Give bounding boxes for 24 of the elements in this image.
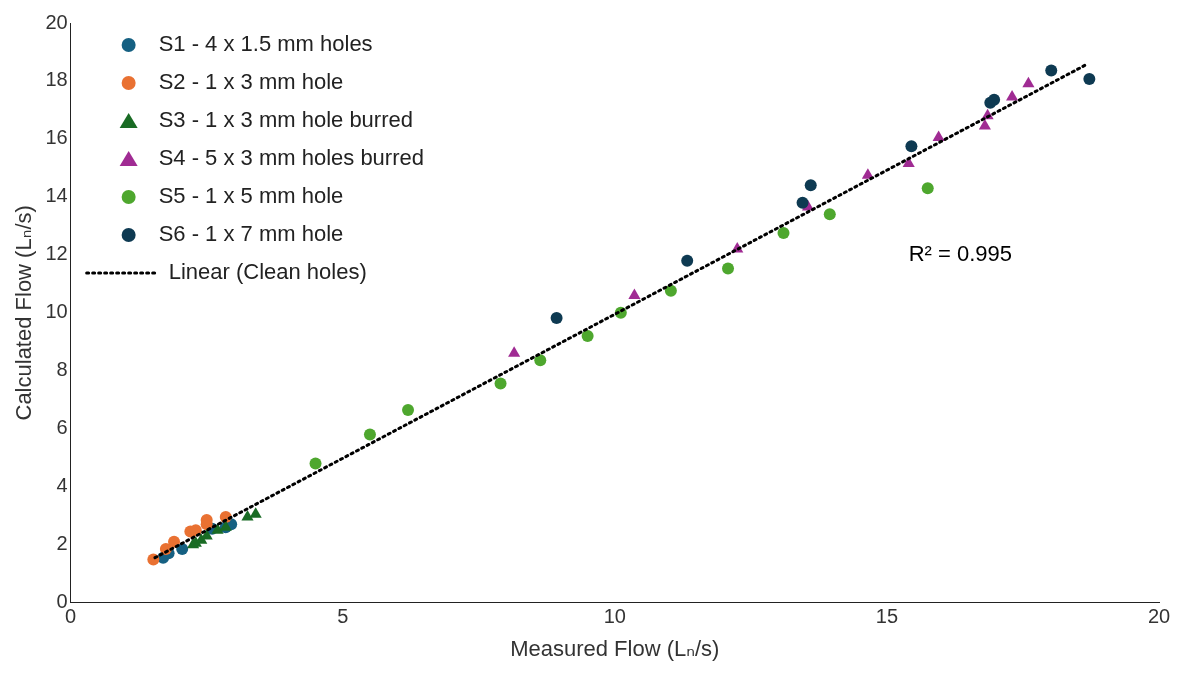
legend-label: S6 - 1 x 7 mm hole	[158, 221, 344, 247]
x-tick-label: 20	[1147, 605, 1171, 628]
y-tick-label: 4	[56, 474, 68, 497]
annotation: R² = 0.995	[908, 240, 1013, 266]
y-tick-label: 16	[45, 126, 68, 149]
y-tick-label: 20	[45, 10, 68, 33]
legend-label: S4 - 5 x 3 mm holes burred	[158, 145, 424, 171]
x-axis-title: Measured Flow (Lₙ/s)	[510, 635, 720, 661]
y-axis-title: Calculated Flow (Lₙ/s)	[11, 205, 37, 421]
legend-label: S5 - 1 x 5 mm hole	[158, 183, 344, 209]
y-tick-label: 14	[45, 184, 68, 207]
y-tick-label: 6	[56, 416, 68, 439]
x-tick-label: 5	[337, 605, 349, 628]
x-tick-label: 10	[603, 605, 626, 628]
y-tick-label: 18	[45, 68, 68, 91]
legend-label: S2 - 1 x 3 mm hole	[158, 69, 344, 95]
y-tick-label: 10	[45, 300, 68, 323]
legend-label: S3 - 1 x 3 mm hole burred	[158, 107, 413, 133]
y-tick-label: 8	[56, 358, 68, 381]
x-tick-label: 15	[875, 605, 899, 628]
y-tick-label: 12	[45, 242, 68, 265]
legend-label: Linear (Clean holes)	[168, 259, 367, 285]
legend-label: S1 - 4 x 1.5 mm holes	[158, 31, 373, 57]
y-tick-label: 2	[56, 532, 68, 555]
